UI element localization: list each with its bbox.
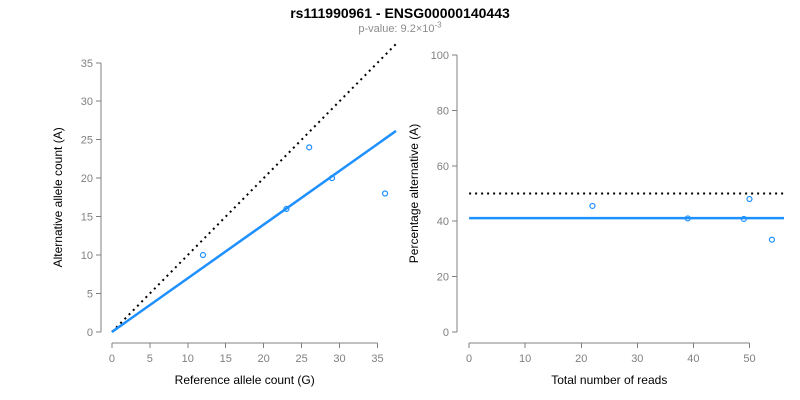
data-point bbox=[684, 215, 691, 222]
x-tick-label: 20 bbox=[575, 353, 587, 365]
data-point bbox=[589, 202, 596, 210]
y-tick-label: 30 bbox=[81, 96, 93, 108]
x-tick-label: 30 bbox=[631, 353, 643, 365]
x-tick-label: 20 bbox=[258, 353, 270, 365]
allele-count-scatter-plot: 0 5 10 15 20 25 30 35 0 5 10 15 20 25 30 35 Reference al… bbox=[51, 43, 397, 387]
data-point bbox=[283, 205, 290, 212]
pvalue-exponent: -3 bbox=[434, 20, 442, 30]
pvalue-subtitle: p-value: 9.2×10-3 bbox=[0, 20, 800, 36]
y-tick-label: 35 bbox=[81, 58, 93, 70]
figure-title: rs111990961 - ENSG00000140443 bbox=[290, 5, 510, 21]
identity-line bbox=[111, 43, 397, 333]
x-axis-label: Reference allele count (G) bbox=[175, 373, 315, 387]
data-point bbox=[199, 251, 207, 259]
x-tick-label: 50 bbox=[743, 353, 755, 365]
y-tick-label: 100 bbox=[431, 50, 449, 62]
data-point bbox=[740, 215, 747, 223]
y-tick-label: 10 bbox=[81, 250, 93, 262]
x-tick-label: 10 bbox=[182, 353, 194, 365]
y-tick-label: 25 bbox=[81, 135, 93, 147]
y-tick-label: 80 bbox=[437, 105, 449, 117]
y-axis-label: Percentage alternative (A) bbox=[407, 124, 421, 263]
y-tick-label: 20 bbox=[81, 173, 93, 185]
figure-header: rs111990961 - ENSG00000140443 p-value: 9… bbox=[0, 5, 800, 36]
x-tick-label: 10 bbox=[519, 353, 531, 365]
data-point bbox=[328, 175, 336, 182]
data-point bbox=[768, 236, 775, 243]
x-tick-label: 35 bbox=[371, 353, 383, 365]
x-tick-label: 5 bbox=[147, 353, 153, 365]
x-tick-label: 0 bbox=[109, 353, 115, 365]
fit-line bbox=[111, 129, 397, 333]
x-tick-label: 0 bbox=[466, 353, 472, 365]
x-tick-label: 30 bbox=[333, 353, 345, 365]
x-axis-label: Total number of reads bbox=[551, 373, 667, 387]
data-point bbox=[381, 190, 389, 197]
y-tick-label: 15 bbox=[81, 212, 93, 224]
x-tick-label: 25 bbox=[295, 353, 307, 365]
x-tick-label: 15 bbox=[220, 353, 232, 365]
x-tick-label: 40 bbox=[687, 353, 699, 365]
y-tick-label: 40 bbox=[437, 216, 449, 228]
y-tick-label: 20 bbox=[437, 272, 449, 284]
y-tick-label: 60 bbox=[437, 161, 449, 173]
y-tick-label: 0 bbox=[87, 327, 93, 339]
y-axis-label: Alternative allele count (A) bbox=[51, 127, 65, 267]
data-point bbox=[306, 144, 313, 151]
y-tick-label: 5 bbox=[87, 288, 93, 300]
percentage-alternative-scatter-plot: 0 10 20 30 40 50 0 20 40 60 80 100 Total number of r… bbox=[407, 50, 784, 387]
pvalue-text: p-value: 9.2×10 bbox=[358, 23, 435, 36]
data-point bbox=[746, 195, 753, 203]
y-tick-label: 0 bbox=[443, 327, 449, 339]
